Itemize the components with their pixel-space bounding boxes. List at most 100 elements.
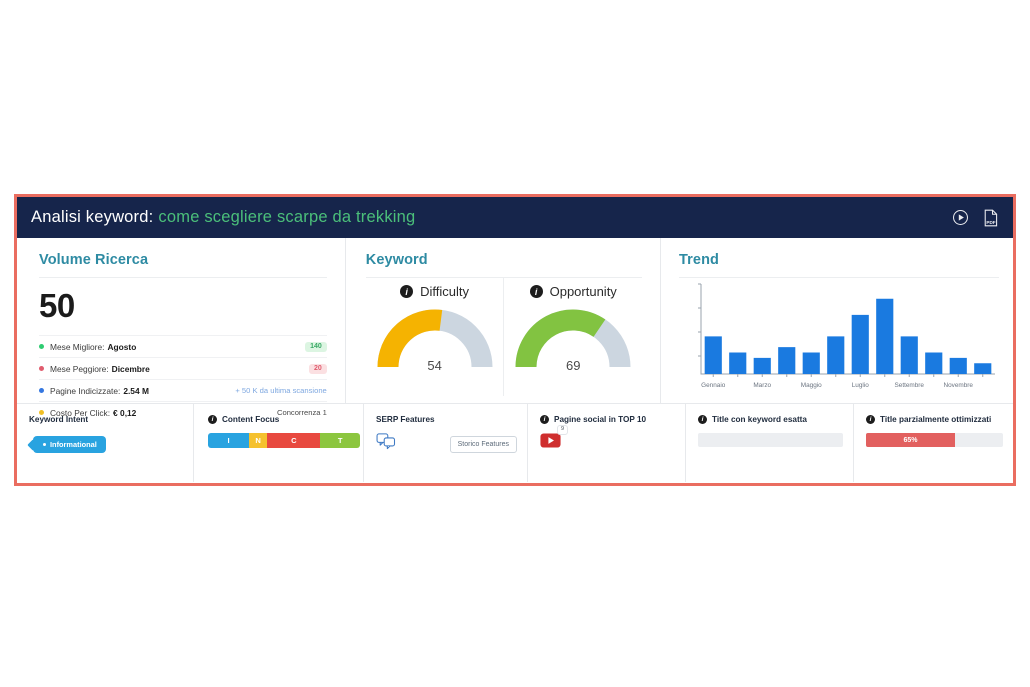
chart-bar[interactable]: [974, 363, 992, 374]
row-label: Costo Per Click:: [50, 407, 111, 418]
widget-title-parzialmente-ottimizzati: i Title parzialmente ottimizzati 65%: [853, 404, 1013, 482]
intent-badge-label: Informational: [50, 440, 97, 449]
chat-bubbles-icon[interactable]: [376, 433, 396, 455]
header-actions: PDF: [952, 209, 999, 227]
divider: [679, 277, 999, 278]
info-icon[interactable]: i: [698, 415, 707, 424]
chart-bar[interactable]: [753, 357, 771, 375]
youtube-entry[interactable]: 9: [540, 425, 569, 453]
chart-bar[interactable]: [827, 336, 845, 375]
widget-serp-features: SERP Features Storico Features: [363, 404, 527, 482]
row-value: 2.54 M: [123, 385, 149, 396]
widget-title: SERP Features: [376, 415, 435, 424]
panel-title-volume: Volume Ricerca: [39, 252, 149, 268]
chart-bar[interactable]: [851, 314, 869, 375]
chart-x-tick-label: Gennaio: [701, 382, 726, 389]
chart-bar[interactable]: [704, 336, 722, 375]
info-icon[interactable]: i: [529, 285, 543, 298]
chart-bar[interactable]: [900, 336, 918, 375]
progress-bar-exact: [698, 433, 843, 447]
gauge-label: Difficulty: [420, 284, 470, 299]
gauge-arc-difficulty: 54: [371, 303, 499, 375]
panel-keyword: Keyword i Difficulty 54: [344, 238, 660, 403]
widget-title: Pagine social in TOP 10: [554, 415, 647, 424]
widget-title: Title parzialmente ottimizzati: [880, 415, 992, 424]
gauge-value: 54: [427, 358, 442, 373]
play-circle-icon[interactable]: [952, 209, 969, 226]
chart-bar[interactable]: [876, 298, 894, 374]
report-keyword: come scegliere scarpe da trekking: [158, 208, 416, 226]
gauges-group: i Difficulty 54 i Opportunity: [366, 278, 642, 396]
metrics-strip: Keyword Intent Informational i Content F…: [17, 404, 1013, 482]
widget-title-keyword-esatta: i Title con keyword esatta: [685, 404, 853, 482]
gauge-opportunity: i Opportunity 69: [503, 278, 642, 396]
report-title-label: Analisi keyword:: [31, 208, 154, 226]
focus-segment-i[interactable]: I: [208, 433, 250, 448]
info-icon[interactable]: i: [400, 285, 414, 298]
chart-x-tick-label: Novembre: [944, 382, 974, 389]
row-label: Pagine Indicizzate:: [50, 385, 121, 396]
status-badge: 140: [305, 341, 327, 352]
table-row: Mese Migliore: Agosto 140: [39, 335, 327, 357]
row-label: Mese Peggiore:: [50, 363, 109, 374]
info-icon[interactable]: i: [540, 415, 549, 424]
divider: [39, 277, 327, 278]
divider: [365, 277, 642, 278]
progress-fill: 65%: [866, 433, 956, 447]
gauge-arc-opportunity: 69: [509, 303, 637, 375]
panel-title-trend: Trend: [679, 252, 719, 268]
table-row: Pagine Indicizzate: 2.54 M + 50 K da ult…: [39, 379, 327, 401]
chart-bar[interactable]: [778, 347, 796, 375]
trend-bar-chart: Gennaio Marzo Maggio Luglio Settembre Novembr…: [679, 278, 999, 398]
page-title: Analisi keyword: come scegliere scarpe da…: [31, 208, 415, 227]
chart-bar[interactable]: [802, 352, 820, 375]
chart-bar[interactable]: [925, 352, 943, 375]
report-header: Analisi keyword: come scegliere scarpe da…: [17, 197, 1013, 238]
pdf-document-icon[interactable]: PDF: [983, 209, 999, 227]
status-dot-blue: [39, 388, 44, 393]
table-row: Costo Per Click: € 0,12 Concorrenza 1: [39, 401, 327, 423]
youtube-icon[interactable]: [540, 433, 561, 452]
status-dot-red: [39, 366, 44, 371]
widget-title: Title con keyword esatta: [712, 415, 807, 424]
panels-row: Volume Ricerca 50 Mese Migliore: Agosto …: [17, 238, 1013, 418]
panel-volume-ricerca: Volume Ricerca 50 Mese Migliore: Agosto …: [17, 238, 345, 418]
badge-dot-icon: [43, 443, 46, 446]
svg-text:PDF: PDF: [986, 220, 995, 225]
focus-segment-n[interactable]: N: [249, 433, 268, 448]
info-icon[interactable]: i: [208, 415, 217, 424]
social-count-badge: 9: [557, 425, 569, 435]
row-note[interactable]: + 50 K da ultima scansione: [235, 386, 327, 395]
gauge-difficulty: i Difficulty 54: [366, 278, 504, 396]
widget-pagine-social: i Pagine social in TOP 10 9: [527, 404, 685, 482]
chart-x-tick-label: Luglio: [852, 382, 870, 389]
row-note: Concorrenza 1: [276, 408, 327, 417]
info-icon[interactable]: i: [866, 415, 875, 424]
chart-x-tick-label: Marzo: [753, 382, 771, 389]
progress-bar-partial: 65%: [866, 433, 1003, 447]
storico-features-button[interactable]: Storico Features: [449, 435, 517, 453]
focus-segment-c[interactable]: C: [267, 433, 321, 448]
table-row: Mese Peggiore: Dicembre 20: [39, 357, 327, 379]
chart-bar[interactable]: [729, 352, 747, 375]
gauge-label: Opportunity: [549, 284, 617, 299]
widget-title: Content Focus: [222, 415, 280, 424]
volume-value: 50: [39, 287, 75, 324]
chart-bar[interactable]: [949, 357, 967, 375]
row-value: Dicembre: [111, 363, 150, 374]
panel-trend: Trend Gennaio Marzo Maggio Luglio Settembre N…: [660, 238, 1013, 403]
status-badge: 20: [309, 363, 327, 374]
row-value: Agosto: [107, 341, 137, 352]
row-value: € 0,12: [113, 407, 137, 418]
keyword-report-card: Analisi keyword: come scegliere scarpe da…: [14, 194, 1016, 486]
focus-segment-t[interactable]: T: [320, 433, 360, 448]
status-dot-yellow: [39, 410, 44, 415]
status-dot-green: [39, 344, 44, 349]
widget-title: Keyword Intent: [29, 415, 89, 424]
gauge-value: 69: [565, 358, 581, 373]
widget-keyword-intent: Keyword Intent Informational: [17, 404, 193, 482]
chart-x-tick-label: Maggio: [801, 382, 822, 389]
intent-badge[interactable]: Informational: [33, 436, 106, 453]
